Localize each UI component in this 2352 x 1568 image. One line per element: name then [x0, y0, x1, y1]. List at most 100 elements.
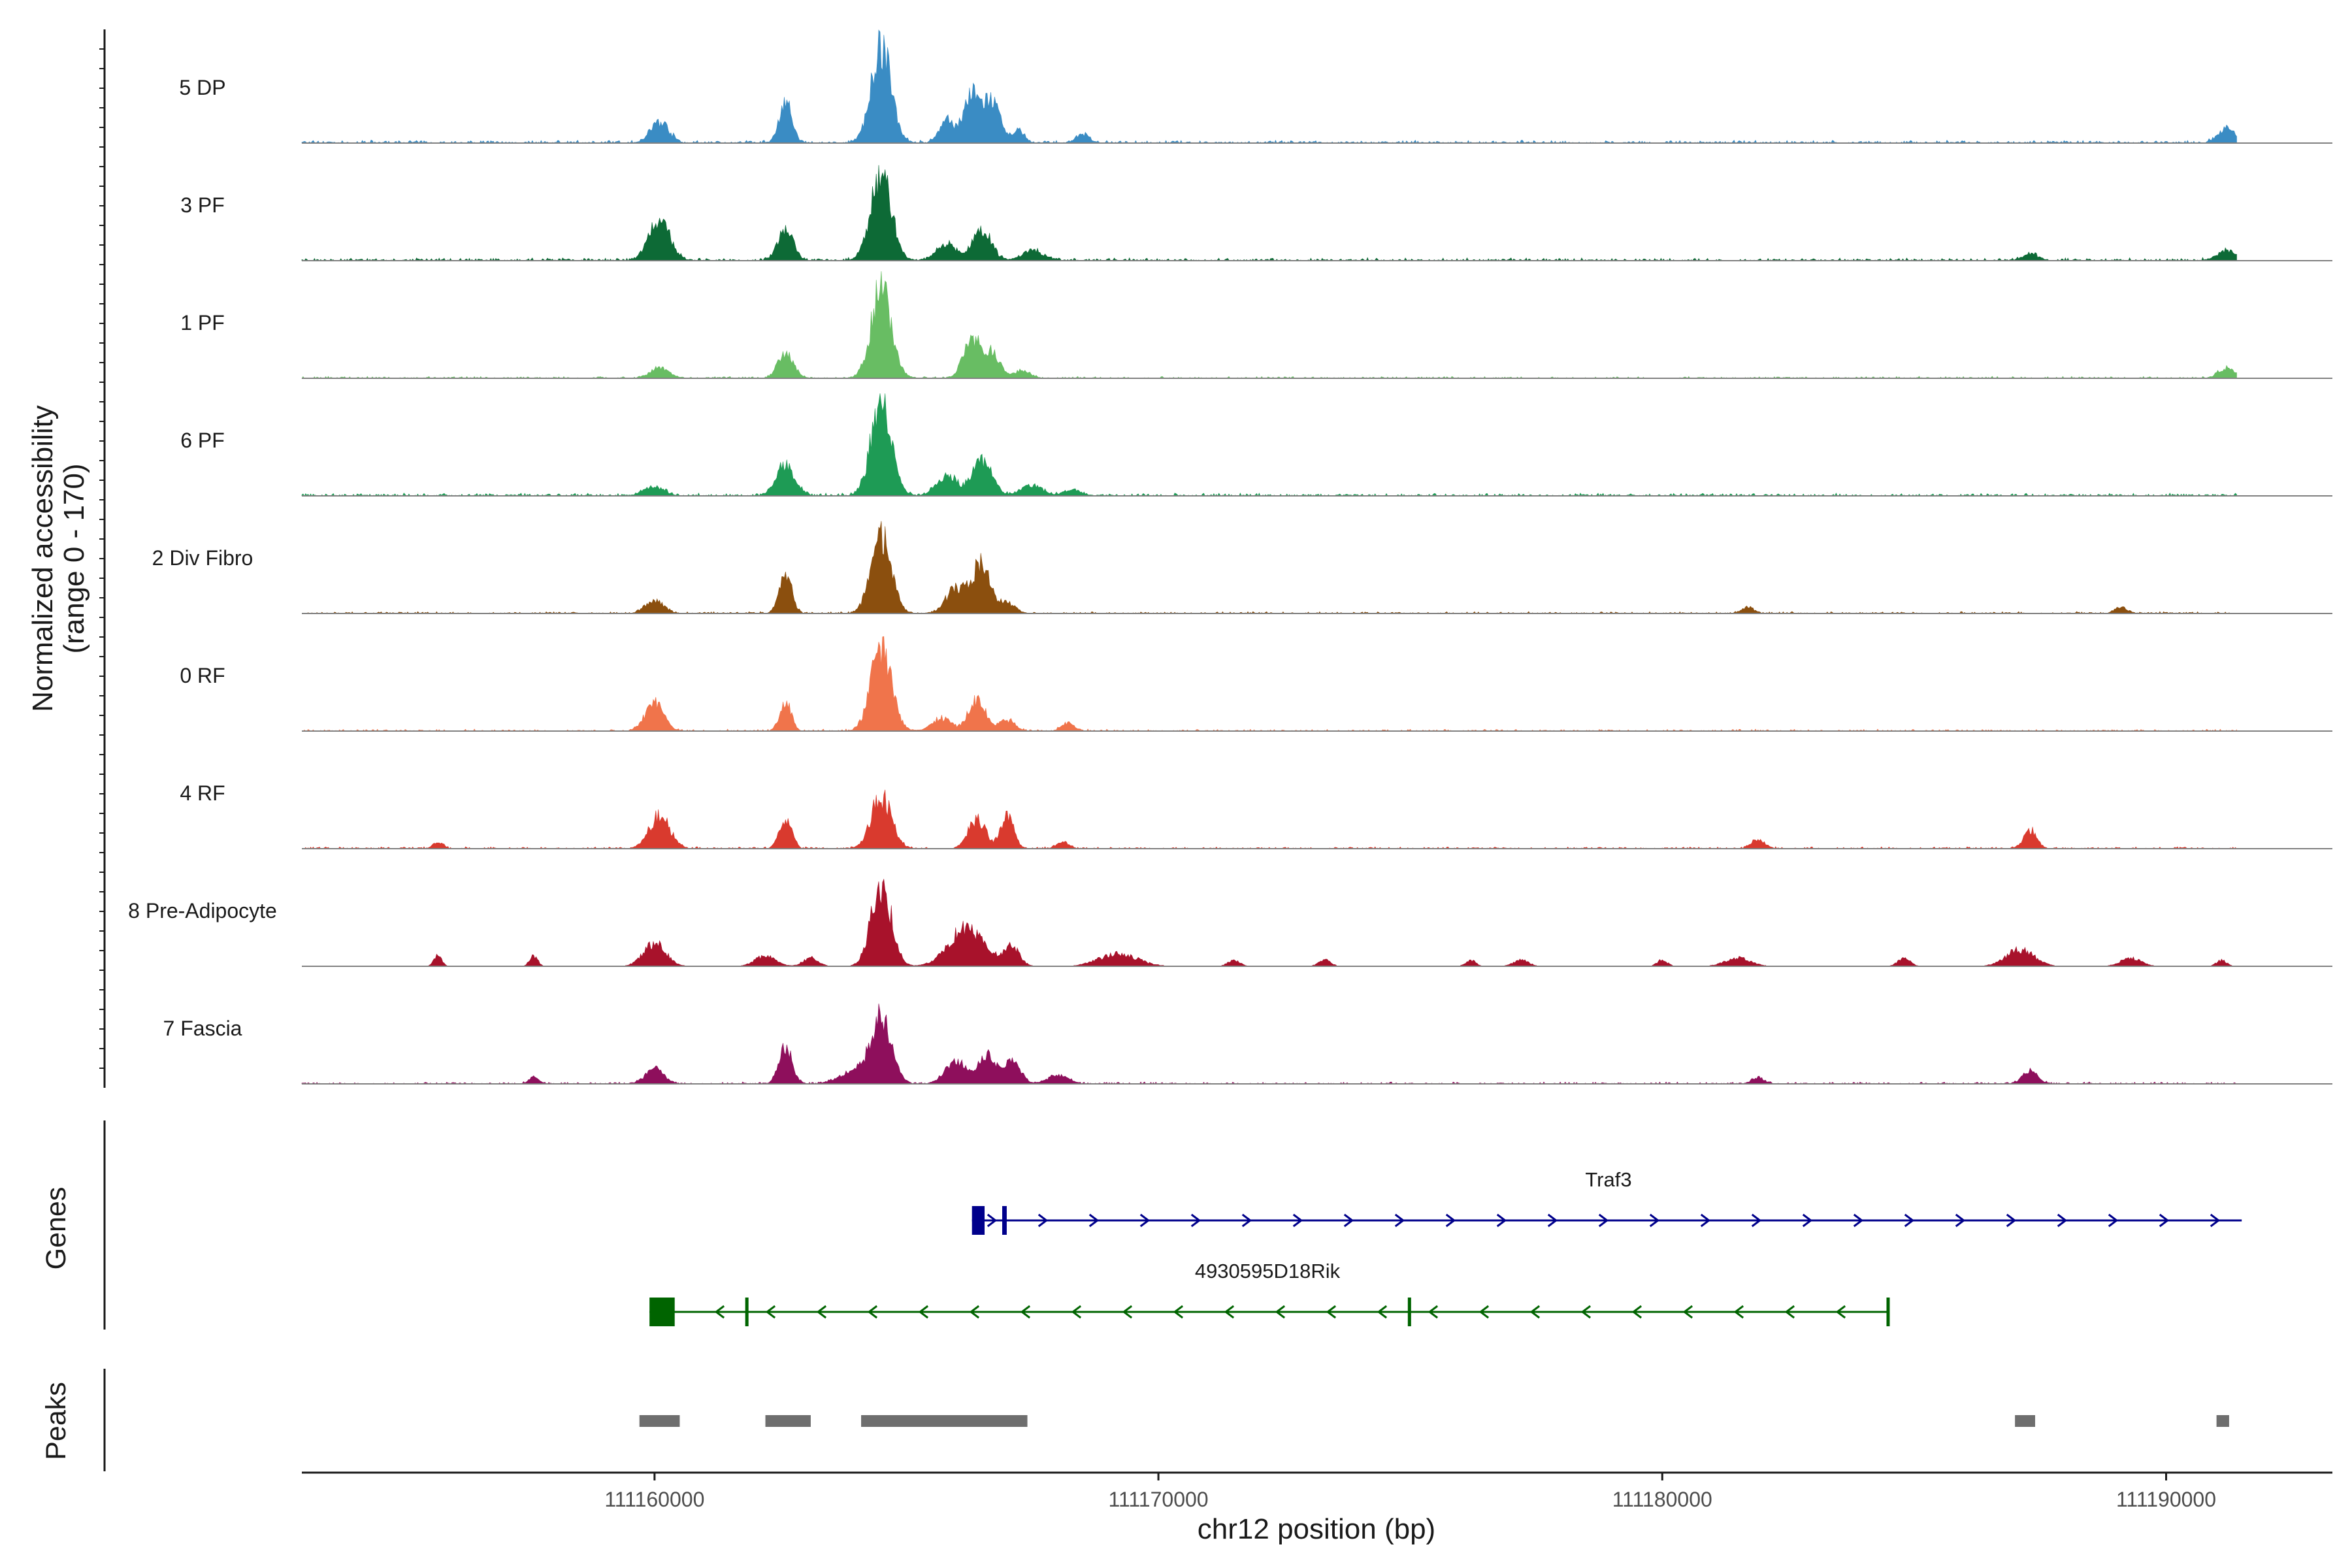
peak-region	[861, 1415, 1028, 1427]
x-axis-tick-label: 111160000	[604, 1488, 704, 1511]
gene-exon	[1407, 1298, 1411, 1326]
coverage-track: 1 PF	[180, 271, 2332, 379]
strand-arrow	[2159, 1213, 2170, 1228]
coverage-area	[302, 789, 2238, 849]
strand-arrow	[714, 1305, 725, 1319]
strand-arrow	[1445, 1213, 1456, 1228]
strand-arrow	[1598, 1213, 1609, 1228]
peak-region	[2216, 1415, 2229, 1427]
strand-arrow	[2006, 1213, 2017, 1228]
strand-arrow	[1343, 1213, 1354, 1228]
track-label: 2 Div Fibro	[152, 546, 253, 570]
gene-name-label: 4930595D18Rik	[1195, 1260, 1341, 1282]
gene-exon	[1002, 1206, 1007, 1235]
peaks-panel-title: Peaks	[41, 1382, 72, 1460]
strand-arrow	[867, 1305, 878, 1319]
x-axis-title: chr12 position (bp)	[1198, 1513, 1435, 1545]
coverage-tracks: 5 DP 3 PF 1 PF 6 PF 2 Div Fibro 0 RF 4 RF 8 Pre…	[128, 29, 2332, 1085]
strand-arrow	[1224, 1305, 1235, 1319]
strand-arrow	[2057, 1213, 2068, 1228]
coverage-area	[301, 393, 2237, 497]
strand-arrow	[1751, 1213, 1762, 1228]
x-axis-ticks: 111160000 111170000 111180000 111190000	[604, 1473, 2216, 1511]
strand-arrow	[765, 1305, 776, 1319]
y-axis-title-line1: Normalized accessibility	[27, 405, 59, 711]
x-axis-tick-label: 111170000	[1109, 1488, 1209, 1511]
coverage-y-axis-ticks	[99, 48, 105, 1069]
coverage-track: 3 PF	[180, 165, 2332, 261]
strand-arrow	[2210, 1213, 2221, 1228]
strand-arrow	[1326, 1305, 1337, 1319]
gene-model: 4930595D18Rik	[649, 1260, 1890, 1326]
gene-exon	[972, 1206, 985, 1235]
coverage-area	[301, 271, 2237, 379]
coverage-area	[301, 29, 2237, 144]
strand-arrow	[1173, 1305, 1184, 1319]
coverage-area	[302, 521, 2237, 614]
gene-exon	[745, 1298, 749, 1326]
strand-arrow	[1700, 1213, 1711, 1228]
strand-arrow	[918, 1305, 929, 1319]
strand-arrow	[1802, 1213, 1813, 1228]
peak-region	[765, 1415, 811, 1427]
strand-arrow	[1275, 1305, 1286, 1319]
strand-arrow	[1682, 1305, 1693, 1319]
track-label: 6 PF	[180, 429, 225, 452]
peak-region	[639, 1415, 680, 1427]
track-label: 7 Fascia	[163, 1017, 242, 1040]
strand-arrow	[1955, 1213, 1966, 1228]
strand-arrow	[1904, 1213, 1915, 1228]
coverage-area	[302, 636, 2237, 732]
strand-arrow	[1733, 1305, 1744, 1319]
strand-arrow	[1649, 1213, 1660, 1228]
y-axis-title: Normalized accessibility (range 0 - 170)	[27, 405, 90, 711]
strand-arrow	[816, 1305, 827, 1319]
peak-region	[2015, 1415, 2035, 1427]
strand-arrow	[1190, 1213, 1201, 1228]
peak-track	[639, 1415, 2229, 1427]
strand-arrow	[1037, 1213, 1049, 1228]
genes-panel-title: Genes	[41, 1187, 72, 1270]
gene-name-label: Traf3	[1585, 1168, 1631, 1191]
gene-track: Traf3 4930595D18Rik	[649, 1168, 2242, 1326]
strand-arrow	[1292, 1213, 1303, 1228]
strand-arrow	[1139, 1213, 1151, 1228]
strand-arrow	[1547, 1213, 1558, 1228]
gene-exon	[649, 1298, 675, 1326]
strand-arrow	[1428, 1305, 1439, 1319]
strand-arrow	[1088, 1213, 1100, 1228]
coverage-track: 7 Fascia	[163, 1004, 2332, 1085]
y-axis-title-line2: (range 0 - 170)	[58, 463, 90, 653]
track-label: 5 DP	[179, 76, 225, 99]
coverage-area	[301, 1004, 2238, 1085]
coverage-area	[301, 165, 2237, 261]
coverage-track: 4 RF	[180, 781, 2332, 849]
strand-arrow	[1122, 1305, 1133, 1319]
track-label: 1 PF	[180, 311, 225, 335]
x-axis-tick-label: 111180000	[1612, 1488, 1712, 1511]
strand-arrow	[1631, 1305, 1642, 1319]
strand-arrow	[1529, 1305, 1541, 1319]
strand-arrow	[1071, 1305, 1082, 1319]
strand-arrow	[1020, 1305, 1031, 1319]
strand-arrow	[1835, 1305, 1846, 1319]
gene-model: Traf3	[972, 1168, 2242, 1235]
strand-arrow	[2108, 1213, 2119, 1228]
strand-arrow	[969, 1305, 980, 1319]
gene-exon	[1886, 1298, 1890, 1326]
strand-arrow	[1241, 1213, 1252, 1228]
strand-arrow	[987, 1213, 998, 1228]
coverage-track: 8 Pre-Adipocyte	[128, 878, 2332, 967]
strand-arrow	[1394, 1213, 1405, 1228]
coverage-track: 5 DP	[179, 29, 2332, 144]
strand-arrow	[1377, 1305, 1388, 1319]
strand-arrow	[1496, 1213, 1507, 1228]
strand-arrow	[1853, 1213, 1864, 1228]
strand-arrow	[1478, 1305, 1490, 1319]
track-label: 3 PF	[180, 193, 225, 217]
track-label: 8 Pre-Adipocyte	[128, 899, 277, 923]
strand-arrow	[1784, 1305, 1795, 1319]
track-label: 0 RF	[180, 664, 225, 687]
x-axis-tick-label: 111190000	[2116, 1488, 2216, 1511]
